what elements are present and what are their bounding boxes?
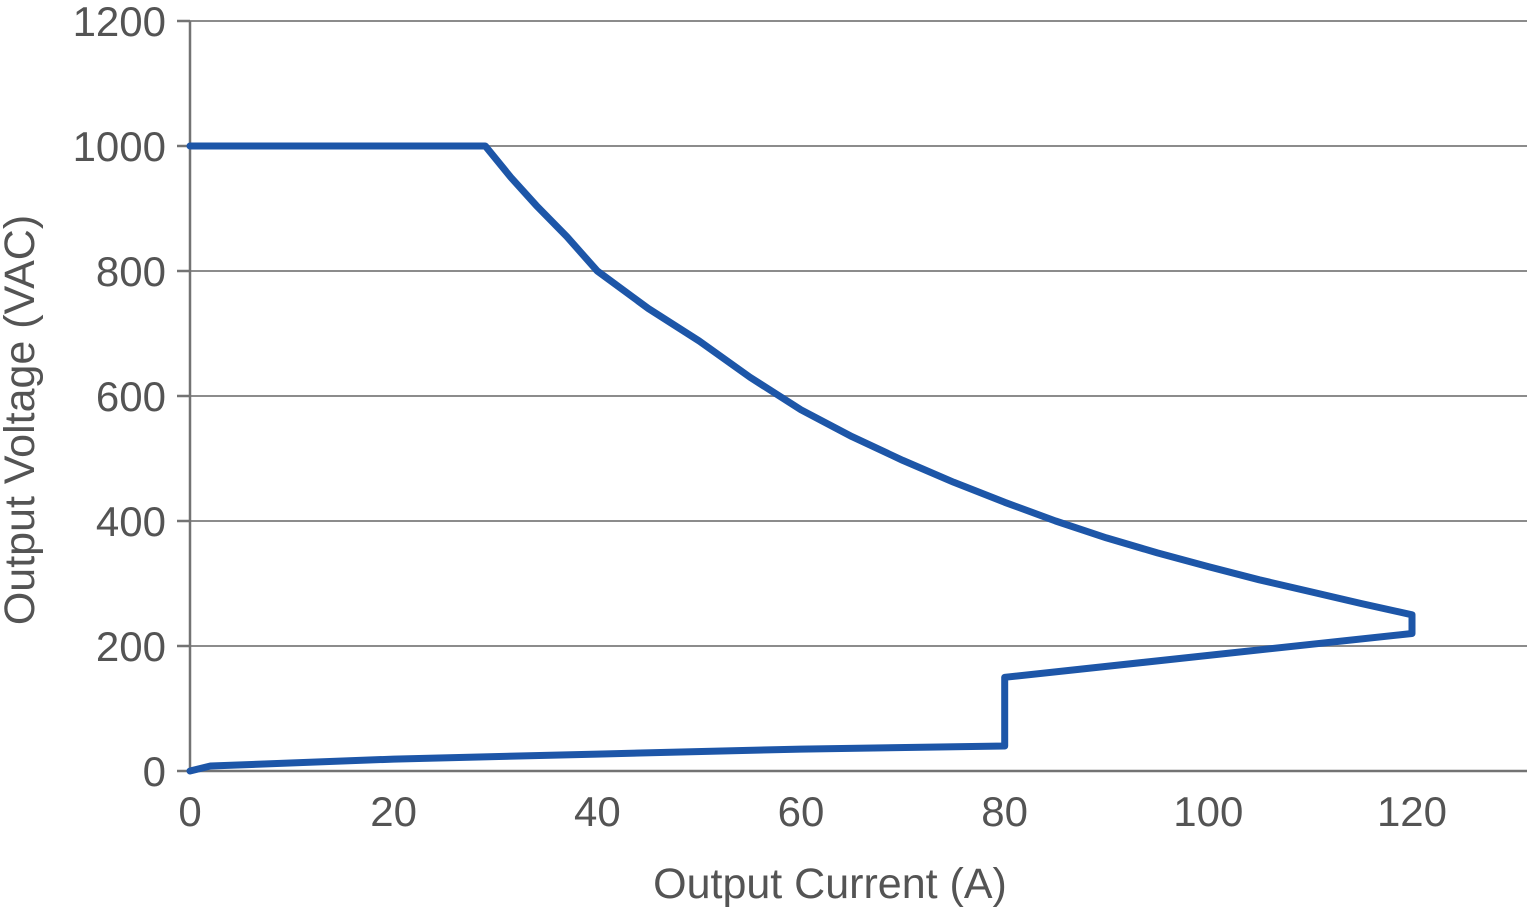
x-tick-label-120: 120 bbox=[1377, 788, 1447, 835]
x-axis-title: Output Current (A) bbox=[653, 860, 1007, 908]
y-axis-tick-labels: 0 200 400 600 800 1000 1200 bbox=[73, 0, 166, 795]
y-tick-label-200: 200 bbox=[96, 623, 166, 670]
x-tick-label-60: 60 bbox=[778, 788, 825, 835]
y-tick-label-400: 400 bbox=[96, 498, 166, 545]
y-tick-label-1000: 1000 bbox=[73, 123, 166, 170]
gridlines bbox=[190, 20, 1527, 647]
x-tick-label-100: 100 bbox=[1173, 788, 1243, 835]
y-tick-label-0: 0 bbox=[143, 748, 166, 795]
y-tick-label-1200: 1200 bbox=[73, 0, 166, 45]
x-tick-label-80: 80 bbox=[981, 788, 1028, 835]
x-tick-label-0: 0 bbox=[178, 788, 201, 835]
x-tick-label-40: 40 bbox=[574, 788, 621, 835]
x-tick-label-20: 20 bbox=[370, 788, 417, 835]
y-tick-label-600: 600 bbox=[96, 373, 166, 420]
envelope-curve bbox=[186, 142, 1416, 775]
x-axis-tick-labels: 0 20 40 60 80 100 120 bbox=[178, 788, 1447, 835]
y-axis-title: Output Voltage (VAC) bbox=[0, 215, 44, 625]
y-tick-label-800: 800 bbox=[96, 248, 166, 295]
